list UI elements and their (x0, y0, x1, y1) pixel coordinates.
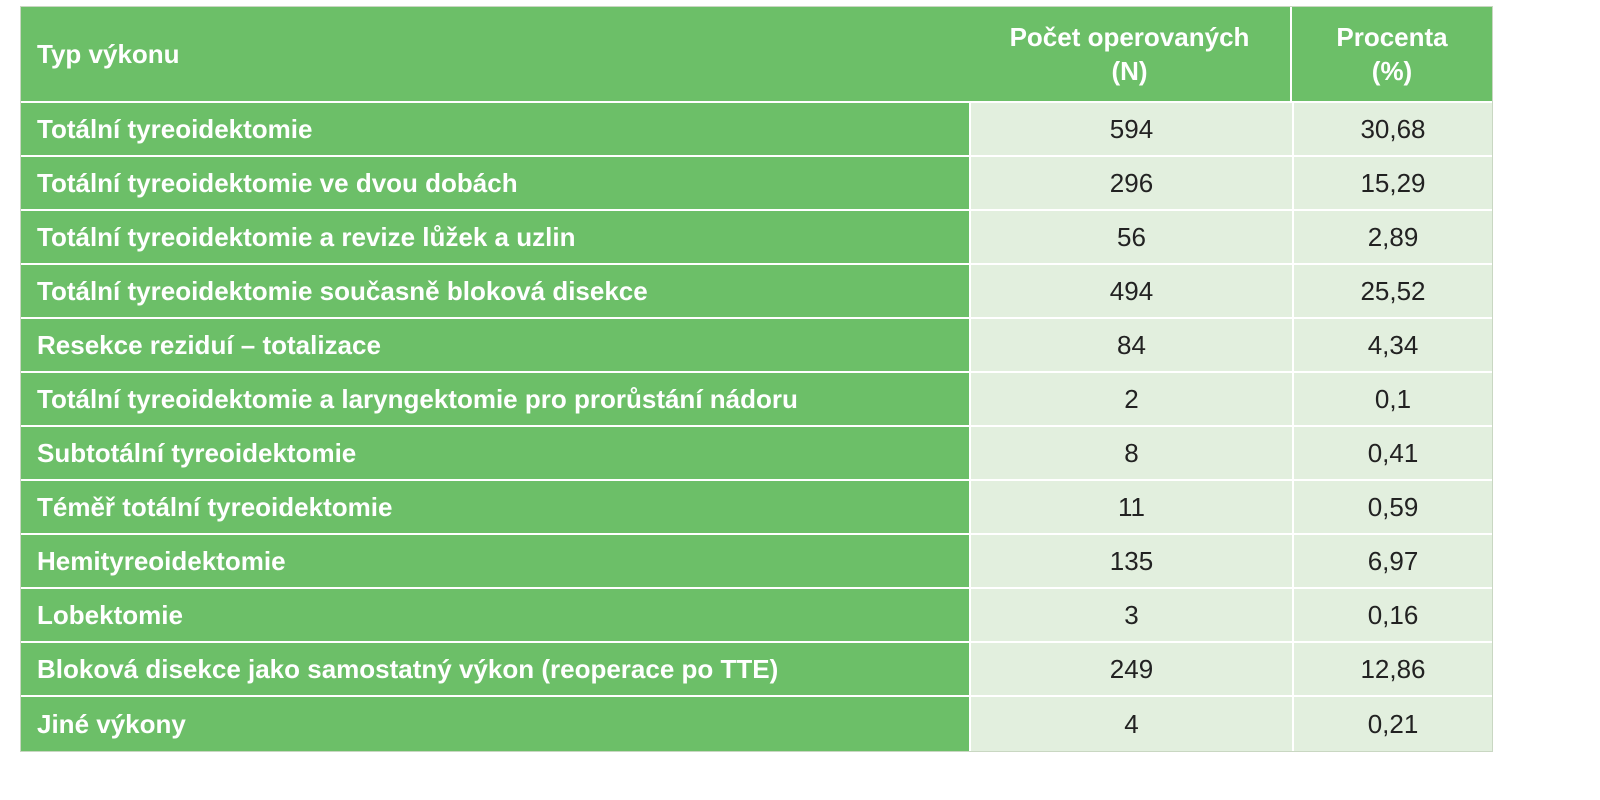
row-name: Jiné výkony (21, 697, 969, 751)
row-name: Subtotální tyreoidektomie (21, 427, 969, 481)
table-row: Hemityreoidektomie 135 6,97 (21, 535, 1492, 589)
table-row: Totální tyreoidektomie 594 30,68 (21, 103, 1492, 157)
row-name: Totální tyreoidektomie a revize lůžek a … (21, 211, 969, 265)
table-row: Totální tyreoidektomie a revize lůžek a … (21, 211, 1492, 265)
row-name: Totální tyreoidektomie ve dvou dobách (21, 157, 969, 211)
row-percent: 30,68 (1292, 103, 1492, 157)
row-count: 2 (969, 373, 1292, 427)
row-percent: 0,16 (1292, 589, 1492, 643)
table-row: Totální tyreoidektomie a laryngektomie p… (21, 373, 1492, 427)
row-percent: 15,29 (1292, 157, 1492, 211)
row-count: 84 (969, 319, 1292, 373)
header-percent: Procenta (%) (1292, 7, 1492, 103)
row-count: 296 (969, 157, 1292, 211)
row-name: Totální tyreoidektomie (21, 103, 969, 157)
row-count: 594 (969, 103, 1292, 157)
table-row: Jiné výkony 4 0,21 (21, 697, 1492, 751)
header-count: Počet operovaných (N) (969, 7, 1292, 103)
row-count: 494 (969, 265, 1292, 319)
row-count: 11 (969, 481, 1292, 535)
row-percent: 0,41 (1292, 427, 1492, 481)
row-name: Téměř totální tyreoidektomie (21, 481, 969, 535)
row-percent: 25,52 (1292, 265, 1492, 319)
row-count: 8 (969, 427, 1292, 481)
row-count: 56 (969, 211, 1292, 265)
row-count: 135 (969, 535, 1292, 589)
row-name: Bloková disekce jako samostatný výkon (r… (21, 643, 969, 697)
row-percent: 4,34 (1292, 319, 1492, 373)
row-name: Resekce reziduí – totalizace (21, 319, 969, 373)
row-percent: 0,59 (1292, 481, 1492, 535)
table-row: Subtotální tyreoidektomie 8 0,41 (21, 427, 1492, 481)
row-name: Hemityreoidektomie (21, 535, 969, 589)
table-row: Totální tyreoidektomie ve dvou dobách 29… (21, 157, 1492, 211)
header-type: Typ výkonu (21, 7, 969, 103)
row-count: 249 (969, 643, 1292, 697)
row-name: Totální tyreoidektomie a laryngektomie p… (21, 373, 969, 427)
table-row: Bloková disekce jako samostatný výkon (r… (21, 643, 1492, 697)
table-row: Resekce reziduí – totalizace 84 4,34 (21, 319, 1492, 373)
row-name: Lobektomie (21, 589, 969, 643)
row-count: 4 (969, 697, 1292, 751)
header-percent-line1: Procenta (1336, 22, 1448, 52)
row-count: 3 (969, 589, 1292, 643)
row-percent: 2,89 (1292, 211, 1492, 265)
table-row: Téměř totální tyreoidektomie 11 0,59 (21, 481, 1492, 535)
table-row: Lobektomie 3 0,16 (21, 589, 1492, 643)
header-count-line1: Počet operovaných (1009, 22, 1250, 52)
row-name: Totální tyreoidektomie současně bloková … (21, 265, 969, 319)
row-percent: 12,86 (1292, 643, 1492, 697)
row-percent: 6,97 (1292, 535, 1492, 589)
row-percent: 0,21 (1292, 697, 1492, 751)
header-count-line2: (N) (1111, 56, 1148, 86)
header-percent-line2: (%) (1371, 56, 1413, 86)
table-header-row: Typ výkonu Počet operovaných (N) Procent… (21, 7, 1492, 103)
operations-table-container: Typ výkonu Počet operovaných (N) Procent… (20, 6, 1493, 752)
operations-table: Typ výkonu Počet operovaných (N) Procent… (21, 7, 1492, 751)
row-percent: 0,1 (1292, 373, 1492, 427)
table-row: Totální tyreoidektomie současně bloková … (21, 265, 1492, 319)
